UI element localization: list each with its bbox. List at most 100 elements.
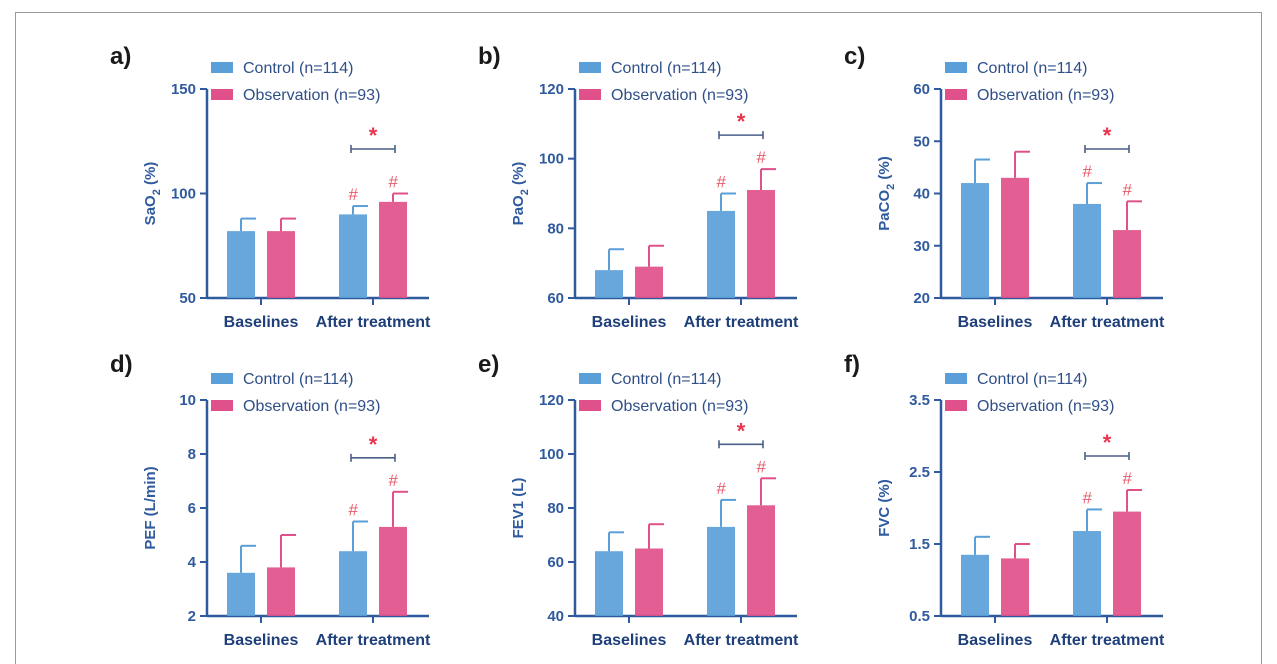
significance-hash: # — [348, 185, 358, 204]
significance-hash: # — [716, 173, 726, 192]
chart-panel-d: d) 2 4 6 8 10 PEF (L/min) Baselines After treatm… — [110, 351, 431, 649]
y-tick-label: 80 — [547, 220, 564, 237]
legend-label: Observation (n=93) — [977, 398, 1114, 415]
category-label: Baselines — [592, 632, 667, 649]
significance-hash: # — [716, 479, 726, 498]
chart-panel-c: c) 20 30 40 50 60 PaCO2 (%) Baselines After trea… — [844, 43, 1165, 331]
y-tick-label: 8 — [188, 446, 196, 463]
bar — [961, 554, 989, 616]
bar — [961, 183, 989, 298]
chart-panel-e: e) 40 60 80 100 120 FEV1 (L) Baselines After tre… — [478, 351, 799, 649]
y-tick-label: 4 — [188, 554, 197, 571]
y-axis-title: PaCO2 (%) — [876, 156, 897, 230]
legend-swatch — [945, 62, 967, 73]
significance-star: * — [369, 123, 378, 148]
significance-hash: # — [348, 501, 358, 520]
significance-star: * — [737, 418, 746, 443]
legend-label: Control (n=114) — [977, 371, 1087, 388]
bar — [379, 201, 407, 298]
y-axis-title: FVC (%) — [876, 479, 893, 537]
category-label: Baselines — [958, 632, 1033, 649]
category-label: After treatment — [1050, 632, 1165, 649]
category-label: Baselines — [224, 314, 299, 331]
figure-frame — [15, 12, 1262, 664]
panel-label: f) — [844, 351, 860, 378]
legend-label: Control (n=114) — [611, 60, 721, 77]
significance-star: * — [1103, 430, 1112, 455]
significance-star: * — [1103, 123, 1112, 148]
bar — [267, 567, 295, 616]
bar — [227, 231, 255, 298]
bar — [595, 270, 623, 298]
y-tick-label: 2.5 — [909, 464, 930, 481]
bar — [1073, 531, 1101, 616]
y-tick-label: 20 — [913, 290, 930, 307]
y-tick-label: 50 — [913, 133, 930, 150]
y-tick-label: 100 — [539, 446, 564, 463]
bar — [747, 190, 775, 298]
bar — [747, 505, 775, 616]
y-tick-label: 60 — [547, 554, 564, 571]
legend-label: Control (n=114) — [243, 371, 353, 388]
legend-swatch — [211, 62, 233, 73]
panel-label: c) — [844, 43, 865, 70]
bar — [635, 266, 663, 298]
bar — [1001, 558, 1029, 616]
y-tick-label: 2 — [188, 608, 196, 625]
bar — [339, 551, 367, 616]
significance-star: * — [737, 109, 746, 134]
category-label: After treatment — [1050, 314, 1165, 331]
legend-swatch — [579, 62, 601, 73]
significance-hash: # — [756, 457, 766, 476]
legend-label: Control (n=114) — [977, 60, 1087, 77]
bar — [707, 210, 735, 298]
y-tick-label: 100 — [171, 186, 196, 203]
y-tick-label: 3.5 — [909, 392, 930, 409]
legend-label: Observation (n=93) — [243, 398, 380, 415]
bar — [635, 548, 663, 616]
legend-swatch — [945, 400, 967, 411]
legend-swatch — [579, 400, 601, 411]
y-axis-title: PEF (L/min) — [142, 466, 159, 549]
legend-swatch — [579, 373, 601, 384]
y-tick-label: 60 — [547, 290, 564, 307]
bar — [267, 231, 295, 298]
y-tick-label: 120 — [539, 81, 564, 98]
chart-panel-a: a) 50 100 150 SaO2 (%) Baselines After treatme… — [110, 43, 431, 331]
significance-star: * — [369, 432, 378, 457]
legend-label: Observation (n=93) — [243, 87, 380, 104]
significance-hash: # — [388, 471, 398, 490]
significance-hash: # — [388, 173, 398, 192]
y-tick-label: 60 — [913, 81, 930, 98]
bar — [1001, 177, 1029, 298]
y-tick-label: 40 — [547, 608, 564, 625]
category-label: Baselines — [592, 314, 667, 331]
y-tick-label: 50 — [179, 290, 196, 307]
bar — [1113, 230, 1141, 298]
bar — [595, 551, 623, 616]
legend-label: Observation (n=93) — [977, 87, 1114, 104]
panel-label: b) — [478, 43, 501, 70]
legend-label: Control (n=114) — [243, 60, 353, 77]
bar — [227, 572, 255, 616]
y-tick-label: 0.5 — [909, 608, 930, 625]
chart-panel-f: f) 0.5 1.5 2.5 3.5 FVC (%) Baselines After trea… — [844, 351, 1165, 649]
bar — [707, 526, 735, 616]
significance-hash: # — [1122, 469, 1132, 488]
category-label: After treatment — [684, 314, 799, 331]
panel-label: e) — [478, 351, 499, 378]
y-tick-label: 1.5 — [909, 536, 930, 553]
significance-hash: # — [1082, 488, 1092, 507]
category-label: After treatment — [316, 314, 431, 331]
category-label: After treatment — [684, 632, 799, 649]
y-tick-label: 150 — [171, 81, 196, 98]
bar — [339, 214, 367, 298]
y-tick-label: 40 — [913, 186, 930, 203]
category-label: Baselines — [224, 632, 299, 649]
legend-swatch — [945, 89, 967, 100]
bar — [1073, 203, 1101, 298]
significance-hash: # — [756, 148, 766, 167]
panel-label: d) — [110, 351, 133, 378]
legend-swatch — [211, 89, 233, 100]
